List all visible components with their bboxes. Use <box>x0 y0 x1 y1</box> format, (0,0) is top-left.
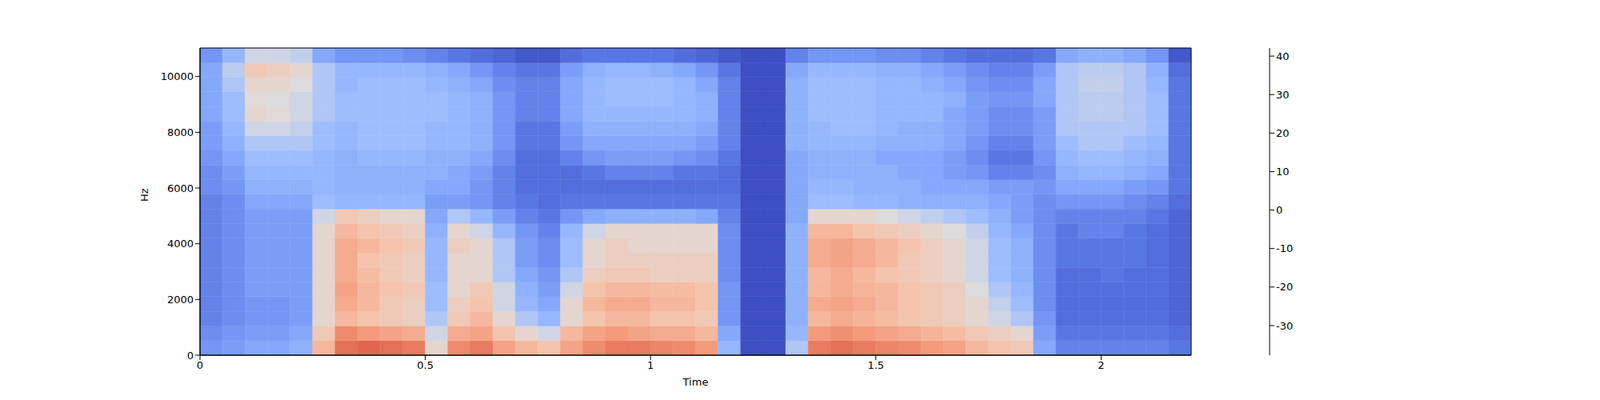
svg-text:0.5: 0.5 <box>416 359 434 372</box>
svg-text:20: 20 <box>1276 127 1290 140</box>
svg-text:8000: 8000 <box>167 126 194 139</box>
svg-text:0: 0 <box>1276 204 1283 216</box>
svg-text:6000: 6000 <box>167 182 194 195</box>
svg-text:40: 40 <box>1276 50 1290 63</box>
svg-text:2: 2 <box>1097 359 1104 372</box>
svg-text:-10: -10 <box>1276 242 1293 255</box>
svg-text:4000: 4000 <box>167 237 194 250</box>
svg-text:-30: -30 <box>1276 320 1293 332</box>
svg-text:Time: Time <box>682 376 709 388</box>
svg-text:10000: 10000 <box>160 70 194 83</box>
svg-text:Hz: Hz <box>138 188 151 202</box>
svg-text:1: 1 <box>647 359 654 372</box>
svg-text:30: 30 <box>1276 88 1290 101</box>
svg-text:10: 10 <box>1276 165 1290 178</box>
svg-text:2000: 2000 <box>167 293 194 306</box>
svg-text:-20: -20 <box>1276 280 1293 293</box>
svg-text:0: 0 <box>187 349 194 362</box>
svg-text:1.5: 1.5 <box>867 359 884 372</box>
svg-text:0: 0 <box>196 359 204 372</box>
